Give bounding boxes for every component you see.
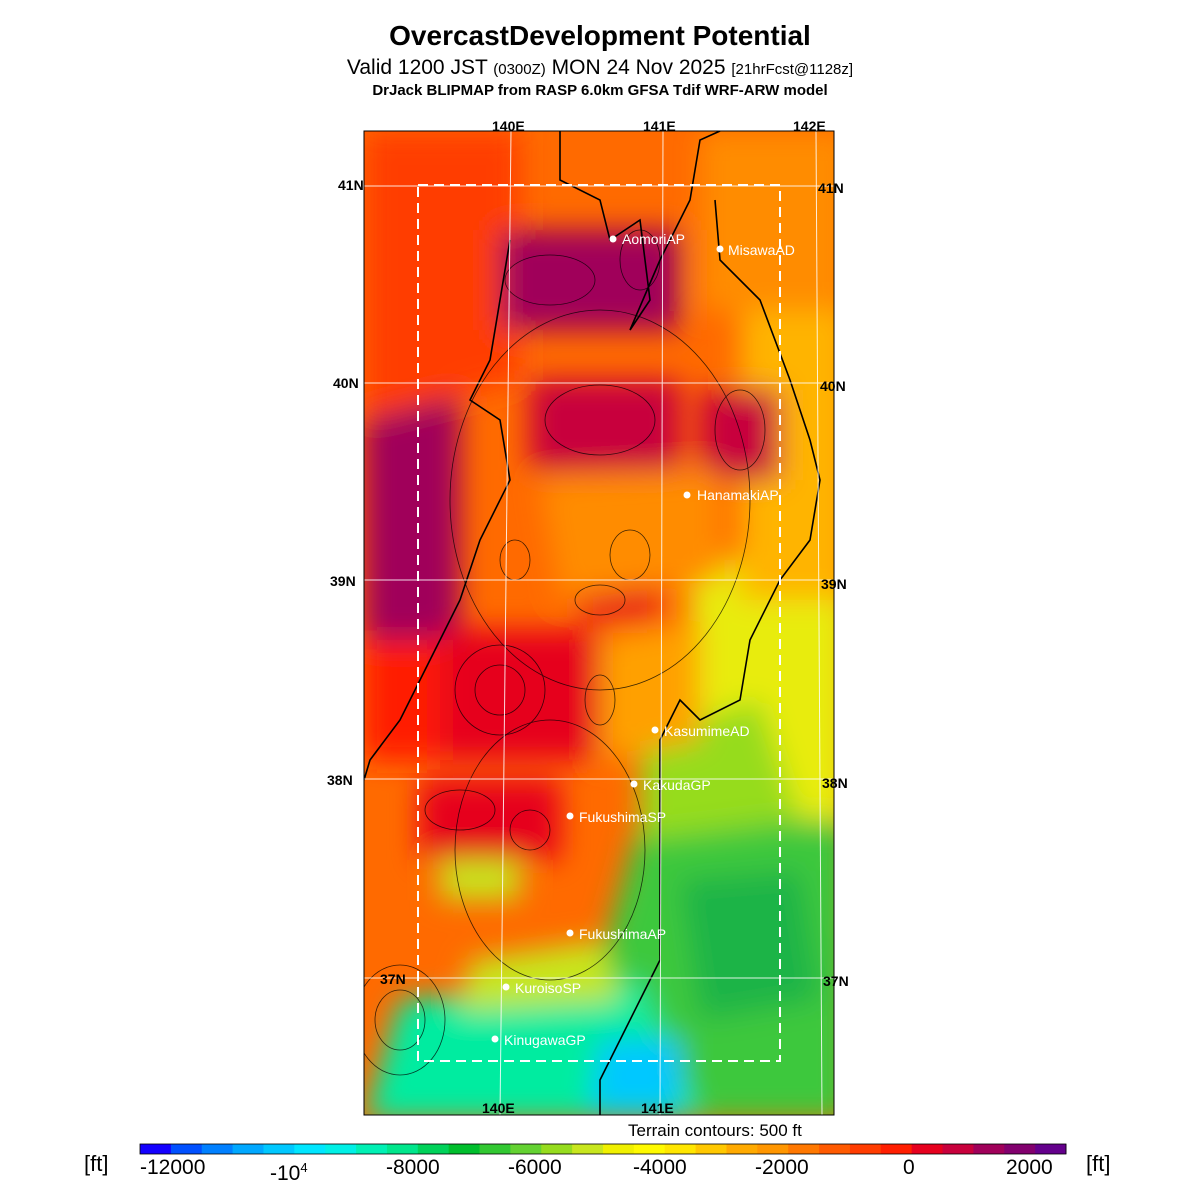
- colorbar-tick-label: -2000: [755, 1156, 809, 1179]
- coastline-east: [599, 199, 821, 1115]
- lon-label-141e-top: 141E: [643, 118, 676, 134]
- site-dot: [566, 812, 574, 820]
- colorbar-swatch: [325, 1144, 357, 1154]
- lat-label-40n-left: 40N: [333, 375, 359, 391]
- valid-prefix: Valid 1200 JST: [346, 56, 488, 79]
- lat-label-41n-left: 41N: [338, 177, 364, 193]
- colorbar-tick-label: -6000: [508, 1156, 562, 1179]
- inner-domain-box: [417, 184, 781, 1062]
- colorbar-swatch: [942, 1144, 974, 1154]
- colorbar-swatch: [232, 1144, 264, 1154]
- lon-label-140e-bottom: 140E: [482, 1100, 515, 1116]
- colorbar-swatch: [386, 1144, 419, 1154]
- colorbar-swatch: [973, 1144, 1005, 1154]
- lat-label-39n-left: 39N: [330, 573, 356, 589]
- colorbar-swatch: [356, 1144, 388, 1154]
- lat-label-39n-right: 39N: [821, 576, 847, 592]
- site-labels: AomoriAP MisawaAD HanamakiAP KasumimeAD …: [504, 231, 795, 1048]
- colorbar-tick-label: -104: [270, 1160, 308, 1186]
- site-dot: [630, 780, 638, 788]
- lat-label-38n-right: 38N: [822, 775, 848, 791]
- model-source: DrJack BLIPMAP from RASP 6.0km GFSA Tdif…: [372, 82, 828, 99]
- colorbar-swatch: [633, 1144, 666, 1154]
- colorbar-unit-left: [ft]: [84, 1151, 109, 1176]
- site-dot: [609, 235, 617, 243]
- site-label-fukushima-ap: FukushimaAP: [579, 926, 666, 942]
- colorbar-tick-label: -4000: [633, 1156, 687, 1179]
- colorbar-swatch: [849, 1144, 882, 1154]
- colorbar-swatch: [417, 1144, 450, 1154]
- colorbar-unit-right: [ft]: [1086, 1151, 1111, 1176]
- colorbar-swatch: [603, 1144, 635, 1154]
- colorbar-swatch: [572, 1144, 604, 1154]
- forecast-info: [21hrFcst@1128z]: [731, 61, 854, 78]
- site-label-kasumime: KasumimeAD: [664, 723, 750, 739]
- site-label-fukushima-sp: FukushimaSP: [579, 809, 666, 825]
- lat-label-38n-left: 38N: [327, 772, 353, 788]
- colorbar-tick-label: 2000: [1006, 1156, 1053, 1179]
- colorbar-swatch: [726, 1144, 758, 1154]
- lat-label-37n-right: 37N: [823, 973, 849, 989]
- colorbar-swatch: [695, 1144, 727, 1154]
- site-dot: [683, 491, 691, 499]
- valid-utc: (0300Z): [493, 61, 546, 78]
- shaded-field: [364, 131, 834, 1115]
- lon-label-140e-top: 140E: [492, 118, 525, 134]
- colorbar-swatch: [201, 1144, 234, 1154]
- colorbar-swatch: [294, 1144, 326, 1154]
- site-label-aomori: AomoriAP: [622, 231, 685, 247]
- terrain-contour-note: Terrain contours: 500 ft: [628, 1121, 802, 1140]
- terrain-contours: [364, 229, 766, 1076]
- colorbar-tick-base: -10: [270, 1162, 301, 1185]
- colorbar-tick-label: 0: [903, 1156, 915, 1179]
- map-frame: [363, 130, 835, 1116]
- site-dot: [502, 983, 510, 991]
- site-dot: [716, 245, 724, 253]
- colorbar-swatch: [880, 1144, 913, 1154]
- colorbar-swatch: [664, 1144, 697, 1154]
- colorbar-swatch: [510, 1144, 542, 1154]
- coastline-north: [559, 131, 721, 331]
- lat-label-40n-right: 40N: [820, 378, 846, 394]
- site-label-kuroiso: KuroisoSP: [515, 980, 581, 996]
- lat-label-37n-left: 37N: [380, 971, 406, 987]
- lon-label-141e-bottom: 141E: [641, 1100, 674, 1116]
- colorbar-swatch: [757, 1144, 789, 1154]
- site-dot: [566, 929, 574, 937]
- map-title: OvercastDevelopment Potential: [389, 20, 811, 51]
- colorbar-swatch: [819, 1144, 851, 1154]
- colorbar-tick-label: -12000: [140, 1156, 206, 1179]
- lon-label-142e-top: 142E: [793, 118, 826, 134]
- colorbar-swatch: [1035, 1144, 1067, 1154]
- coastline-west: [364, 239, 511, 781]
- lat-label-41n-right: 41N: [818, 180, 844, 196]
- colorbar-swatch: [788, 1144, 820, 1154]
- site-label-misawa: MisawaAD: [728, 242, 795, 258]
- colorbar-swatch: [911, 1144, 944, 1154]
- site-label-kinugawa: KinugawaGP: [504, 1032, 586, 1048]
- site-label-hanamaki: HanamakiAP: [697, 487, 779, 503]
- site-label-kakuda: KakudaGP: [643, 777, 711, 793]
- site-dot: [651, 726, 659, 734]
- valid-date: MON 24 Nov 2025: [551, 56, 726, 79]
- colorbar-swatch: [448, 1144, 481, 1154]
- colorbar: [139, 1143, 1067, 1155]
- colorbar-tick-exponent: 4: [300, 1160, 308, 1175]
- colorbar-tick-label: -8000: [386, 1156, 440, 1179]
- colorbar-swatch: [170, 1144, 203, 1154]
- valid-time: Valid 1200 JST (0300Z) MON 24 Nov 2025 […: [0, 56, 1200, 80]
- colorbar-swatch: [140, 1144, 172, 1154]
- colorbar-border: [139, 1143, 1067, 1155]
- colorbar-swatch: [1004, 1144, 1036, 1154]
- site-markers: [491, 235, 724, 1043]
- site-dot: [491, 1035, 499, 1043]
- colorbar-swatch: [263, 1144, 295, 1154]
- colorbar-swatch: [479, 1144, 511, 1154]
- colorbar-swatch: [541, 1144, 573, 1154]
